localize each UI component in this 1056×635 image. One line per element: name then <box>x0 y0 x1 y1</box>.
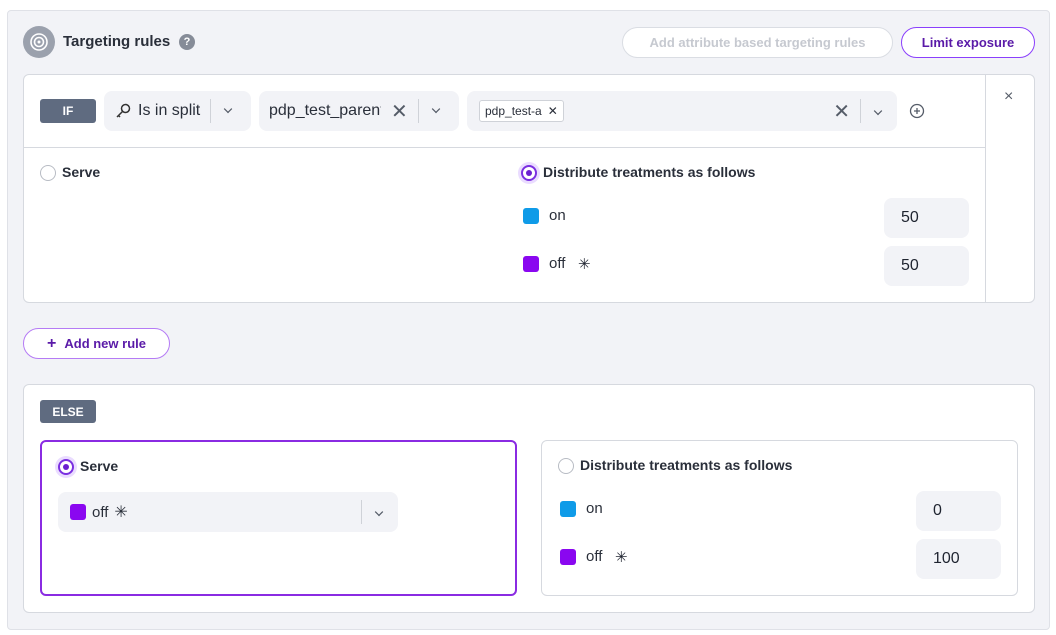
treatment-name: off <box>549 255 566 272</box>
matcher-select[interactable]: Is in split <box>104 91 251 131</box>
help-icon[interactable]: ? <box>179 34 195 50</box>
default-treatment-icon: ✳ <box>114 504 128 521</box>
chevron-down-icon[interactable] <box>873 106 883 116</box>
treatment-color-swatch <box>523 256 539 272</box>
split-select[interactable]: pdp_test_parent ✕ <box>259 91 459 131</box>
treatment-name: on <box>549 207 566 224</box>
divider <box>24 147 985 148</box>
treatment-name: off <box>586 548 603 565</box>
treatment-percentage-input[interactable]: 100 <box>916 539 1001 579</box>
serve-radio[interactable] <box>40 165 56 181</box>
default-treatment-icon: ✳ <box>615 549 628 566</box>
chevron-down-icon[interactable] <box>374 507 384 517</box>
distribute-radio[interactable] <box>521 165 537 181</box>
page-title: Targeting rules <box>63 33 171 50</box>
matcher-value: Is in split <box>138 102 201 119</box>
treatment-color-swatch <box>560 501 576 517</box>
split-value: pdp_test_parent <box>269 102 381 119</box>
else-tag: ELSE <box>40 400 96 423</box>
serve-treatment-select[interactable]: off ✳ <box>58 492 398 532</box>
clear-icon[interactable]: ✕ <box>833 100 850 123</box>
plus-icon: + <box>47 334 57 352</box>
add-new-rule-button[interactable]: + Add new rule <box>23 328 170 359</box>
default-treatment-icon: ✳ <box>578 256 591 273</box>
distribute-label: Distribute treatments as follows <box>543 164 756 180</box>
add-attribute-rules-button[interactable]: Add attribute based targeting rules <box>622 27 893 58</box>
serve-value: off <box>92 503 109 521</box>
treatment-percentage-input[interactable]: 50 <box>884 246 969 286</box>
key-icon <box>116 103 131 118</box>
serve-label: Serve <box>62 164 101 180</box>
limit-exposure-button[interactable]: Limit exposure <box>901 27 1035 58</box>
treatment-multiselect[interactable]: pdp_test-a ✕ ✕ <box>467 91 897 131</box>
chip-label: pdp_test-a <box>485 104 542 118</box>
chip-remove-icon[interactable]: ✕ <box>547 104 558 118</box>
treatment-color-swatch <box>70 504 86 520</box>
treatment-name: on <box>586 500 603 517</box>
serve-radio[interactable] <box>58 459 74 475</box>
treatment-color-swatch <box>560 549 576 565</box>
treatment-color-swatch <box>523 208 539 224</box>
remove-rule-icon[interactable]: × <box>1004 88 1014 105</box>
treatment-percentage-input[interactable]: 0 <box>916 491 1001 531</box>
chevron-down-icon[interactable] <box>431 104 441 114</box>
treatment-percentage-input[interactable]: 50 <box>884 198 969 238</box>
treatment-chip: pdp_test-a ✕ <box>479 100 564 122</box>
target-icon <box>23 26 55 58</box>
divider <box>985 75 986 302</box>
add-condition-icon[interactable] <box>909 103 925 119</box>
serve-label: Serve <box>80 458 119 474</box>
distribute-radio[interactable] <box>558 458 574 474</box>
distribute-label: Distribute treatments as follows <box>580 457 793 473</box>
clear-icon[interactable]: ✕ <box>391 100 408 123</box>
chevron-down-icon[interactable] <box>224 104 233 114</box>
add-new-rule-label: Add new rule <box>64 336 146 351</box>
if-tag: IF <box>40 99 96 123</box>
